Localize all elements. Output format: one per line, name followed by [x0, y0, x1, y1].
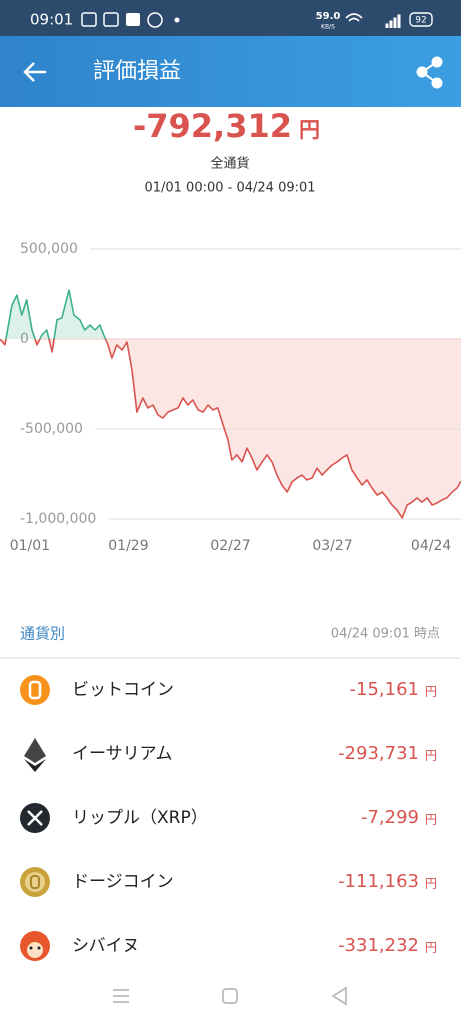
nav-bar — [0, 975, 461, 1024]
battery-level: 92 — [415, 16, 426, 26]
pl-chart: 500,000 0 -500,000 -1,000,000 01/01 01/29 02/2… — [0, 241, 461, 554]
net-speed: 59.0 — [316, 11, 341, 22]
coin-icon — [24, 738, 46, 772]
status-icon — [103, 12, 119, 27]
coin-pl: -7,299 — [361, 807, 419, 828]
coin-pl-unit: 円 — [425, 813, 437, 827]
status-time: 09:01 — [30, 11, 73, 29]
coin-icon — [20, 931, 50, 961]
x-tick-label: 03/27 — [312, 538, 352, 554]
wifi-icon — [345, 13, 363, 22]
coin-name: リップル（XRP） — [72, 808, 208, 828]
nav-menu[interactable] — [113, 989, 129, 1003]
period: 01/01 00:00 - 04/24 09:01 — [144, 181, 315, 196]
total-pl-unit: 円 — [299, 118, 320, 142]
y-tick-label: 500,000 — [20, 241, 78, 257]
x-tick-label: 01/01 — [10, 538, 50, 554]
coin-name: ドージコイン — [72, 872, 174, 892]
header-title: 評価損益 — [93, 59, 181, 84]
as-of: 04/24 09:01 時点 — [331, 627, 440, 642]
app-header — [0, 36, 461, 107]
coin-pl: -111,163 — [338, 871, 419, 892]
signal-icon — [385, 14, 401, 28]
total-pl: -792,312 — [133, 107, 292, 145]
status-icon — [81, 12, 97, 27]
pl-area — [0, 290, 461, 518]
status-icon — [147, 12, 163, 28]
x-tick-label: 01/29 — [108, 538, 148, 554]
battery — [409, 12, 433, 27]
coin-pl: -293,731 — [338, 743, 419, 764]
share-button[interactable] — [416, 56, 443, 89]
coin-icon — [20, 675, 50, 705]
coin-pl-unit: 円 — [425, 941, 437, 955]
nav-home[interactable] — [222, 988, 238, 1004]
pl-line — [0, 289, 461, 519]
scope: 全通貨 — [210, 156, 249, 172]
coin-pl-unit: 円 — [425, 685, 437, 699]
coin-pl-unit: 円 — [425, 877, 437, 891]
status-icon — [126, 13, 140, 26]
coin-pl: -15,161 — [350, 679, 419, 700]
back-button[interactable] — [23, 62, 46, 82]
section-title: 通貨別 — [20, 625, 65, 643]
x-tick-label: 02/27 — [210, 538, 250, 554]
coin-pl-unit: 円 — [425, 749, 437, 763]
coin-pl: -331,232 — [338, 935, 419, 956]
nav-back[interactable] — [331, 986, 347, 1006]
y-tick-label: -1,000,000 — [20, 511, 96, 527]
status-dot — [174, 17, 180, 23]
coin-name: シバイヌ — [72, 936, 140, 956]
coin-icon — [20, 803, 50, 833]
y-tick-label: -500,000 — [20, 421, 83, 437]
net-speed-unit: KB/S — [321, 24, 335, 31]
status-bar — [0, 0, 461, 36]
coin-icon — [20, 867, 50, 897]
x-tick-label: 04/24 — [411, 538, 451, 554]
y-tick-label: 0 — [20, 331, 29, 347]
coin-name: イーサリアム — [72, 744, 172, 764]
coin-name: ビットコイン — [72, 680, 174, 700]
